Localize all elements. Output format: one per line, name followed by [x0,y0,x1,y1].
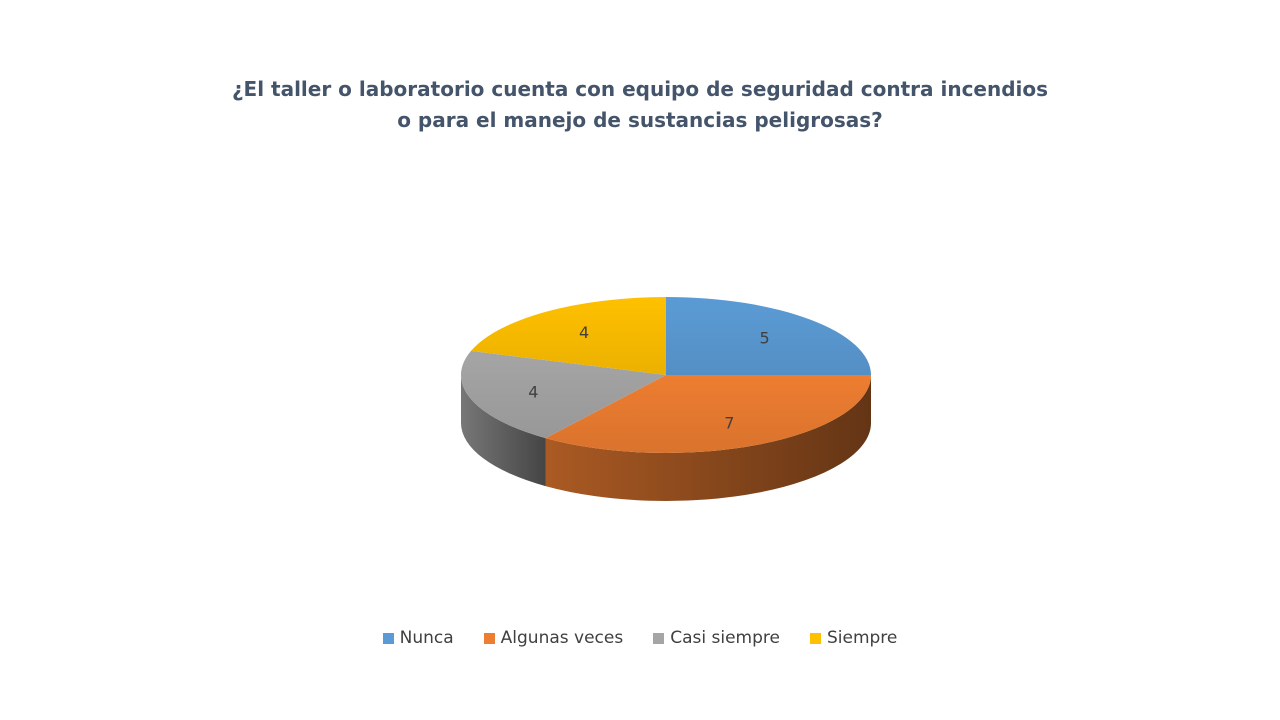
legend-label-siempre: Siempre [826,628,898,648]
pie-slice-siempre [471,297,666,375]
data-label-casi-siempre: 4 [528,382,538,401]
legend-item-algunas-veces: Algunas veces [483,628,624,648]
legend-item-casi-siempre: Casi siempre [653,628,780,648]
data-label-algunas-veces: 7 [724,413,734,432]
chart-legend: Nunca Algunas veces Casi siempre Siempre [0,628,1280,648]
chart-title-line-2: o para el manejo de sustancias peligrosa… [397,108,883,132]
data-label-nunca: 5 [760,329,770,348]
legend-label-nunca: Nunca [399,628,454,648]
pie-slice-casi-siempre [460,350,666,439]
pie-side-casi-siempre [461,375,546,487]
legend-swatch-casi-siempre [653,632,665,644]
legend-swatch-siempre [809,632,821,644]
legend-item-siempre: Siempre [809,628,898,648]
pie-slice-nunca [666,297,871,375]
chart-title-line-1: ¿El taller o laboratorio cuenta con equi… [231,77,1049,101]
legend-swatch-nunca [382,632,394,644]
legend-item-nunca: Nunca [382,628,454,648]
pie-side-algunas-veces [545,375,871,502]
chart-title: ¿El taller o laboratorio cuenta con equi… [140,74,1140,136]
data-label-siempre: 4 [579,323,589,342]
legend-label-casi-siempre: Casi siempre [670,628,780,648]
pie-slice-algunas-veces [545,375,871,454]
legend-label-algunas-veces: Algunas veces [500,628,624,648]
legend-swatch-algunas-veces [483,632,495,644]
